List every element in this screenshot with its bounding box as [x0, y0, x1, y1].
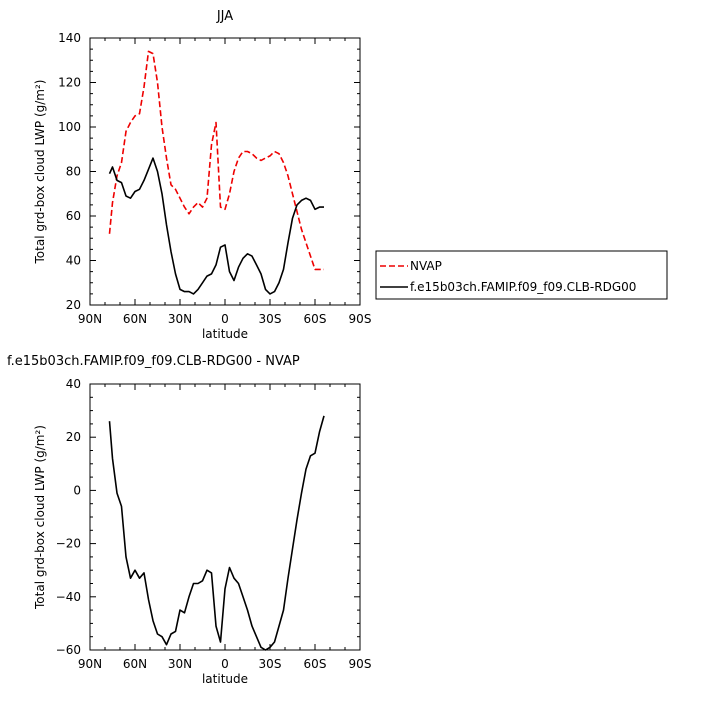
y-tick-label: 60	[66, 209, 81, 223]
chart-title: f.e15b03ch.FAMIP.f09_f09.CLB-RDG00 - NVA…	[7, 354, 300, 369]
y-tick-label: 100	[58, 120, 81, 134]
x-tick-label: 90S	[349, 312, 372, 326]
x-tick-label: 0	[221, 312, 229, 326]
chart-panel-1: JJA 90N 60N 30N 0 30S 60S 90S 20 40 60 80 100 120 140 l…	[33, 9, 668, 341]
x-tick-label: 30S	[259, 657, 282, 671]
legend-box	[375, 250, 668, 300]
x-tick-label: 30S	[259, 312, 282, 326]
series-line-f-e15b03ch-famip-f09-f09-clb-rdg00	[108, 157, 324, 295]
x-tick-label: 60S	[304, 312, 327, 326]
series-line-1	[108, 415, 325, 651]
y-tick-label: 20	[66, 298, 81, 312]
y-tick-label: 20	[66, 430, 81, 444]
x-tick-label: 30N	[168, 312, 192, 326]
x-tick-label: 60N	[123, 312, 147, 326]
y-tick-label: −20	[56, 537, 81, 551]
y-tick-label: 140	[58, 31, 81, 45]
chart-title: JJA	[216, 9, 233, 24]
legend-label: NVAP	[410, 259, 442, 273]
x-tick-label: 60N	[123, 657, 147, 671]
x-tick-label: 90N	[78, 312, 102, 326]
x-tick-label: 0	[221, 657, 229, 671]
y-tick-label: 120	[58, 76, 81, 90]
y-tick-label: 40	[66, 377, 81, 391]
plot-frame	[89, 37, 361, 306]
x-tick-label: 90N	[78, 657, 102, 671]
y-axis-label: Total grd-box cloud LWP (g/m²)	[33, 80, 47, 265]
legend: NVAP f.e15b03ch.FAMIP.f09_f09.CLB-RDG00	[375, 250, 668, 300]
y-tick-label: −40	[56, 590, 81, 604]
x-axis-label: latitude	[202, 327, 248, 341]
y-tick-label: 40	[66, 254, 81, 268]
series-line-nvap	[108, 50, 324, 271]
y-tick-label: −60	[56, 643, 81, 657]
y-axis-label: Total grd-box cloud LWP (g/m²)	[33, 425, 47, 610]
x-tick-label: 90S	[349, 657, 372, 671]
y-tick-label: 0	[73, 483, 81, 497]
x-tick-label: 60S	[304, 657, 327, 671]
x-tick-label: 30N	[168, 657, 192, 671]
legend-label: f.e15b03ch.FAMIP.f09_f09.CLB-RDG00	[410, 280, 636, 294]
plot-frame	[89, 383, 361, 651]
chart-panel-2: f.e15b03ch.FAMIP.f09_f09.CLB-RDG00 - NVA…	[7, 354, 371, 686]
y-tick-label: 80	[66, 165, 81, 179]
x-axis-label: latitude	[202, 672, 248, 686]
